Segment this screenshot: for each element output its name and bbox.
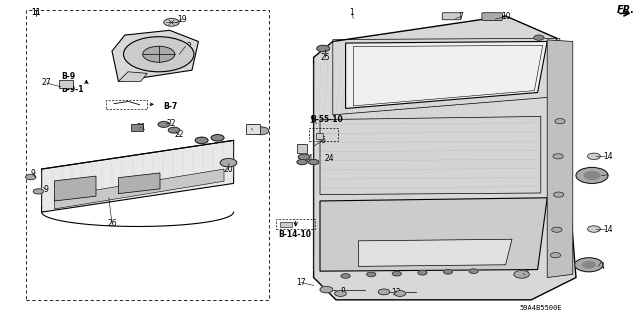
Circle shape xyxy=(308,160,319,165)
Circle shape xyxy=(124,37,194,72)
Circle shape xyxy=(168,127,180,133)
Circle shape xyxy=(514,271,529,278)
Text: 14: 14 xyxy=(603,225,613,234)
Text: 10: 10 xyxy=(500,12,511,21)
Circle shape xyxy=(550,253,561,258)
Bar xyxy=(280,222,292,227)
Circle shape xyxy=(367,272,376,277)
Circle shape xyxy=(33,189,44,194)
Circle shape xyxy=(418,271,427,275)
Text: 11: 11 xyxy=(31,8,40,17)
Circle shape xyxy=(297,160,307,165)
Text: 16: 16 xyxy=(520,271,530,279)
Polygon shape xyxy=(118,72,147,81)
Bar xyxy=(297,144,307,153)
Polygon shape xyxy=(320,116,541,195)
Circle shape xyxy=(378,289,390,295)
Text: 8: 8 xyxy=(340,287,345,296)
Polygon shape xyxy=(112,30,198,81)
Bar xyxy=(276,219,315,229)
Polygon shape xyxy=(42,140,234,212)
Polygon shape xyxy=(118,173,160,194)
Text: 7: 7 xyxy=(458,12,463,21)
Circle shape xyxy=(394,291,406,296)
Text: 5: 5 xyxy=(309,116,314,125)
Text: 59A4B5500E: 59A4B5500E xyxy=(520,305,562,311)
Circle shape xyxy=(392,271,401,276)
Text: 17: 17 xyxy=(296,278,306,287)
Text: 20: 20 xyxy=(223,165,233,174)
Bar xyxy=(246,124,260,134)
Text: 22: 22 xyxy=(166,119,175,128)
Circle shape xyxy=(575,258,603,272)
Text: 27: 27 xyxy=(41,78,51,87)
Circle shape xyxy=(320,286,333,293)
Bar xyxy=(26,10,269,300)
Circle shape xyxy=(143,46,175,62)
Text: 11: 11 xyxy=(31,8,40,17)
Text: B-9: B-9 xyxy=(61,72,75,81)
Text: 9: 9 xyxy=(31,169,36,178)
Text: 19: 19 xyxy=(177,15,188,24)
Text: 9: 9 xyxy=(44,185,49,194)
Polygon shape xyxy=(547,40,573,278)
Circle shape xyxy=(158,122,170,127)
Circle shape xyxy=(576,167,608,183)
Circle shape xyxy=(469,269,478,273)
Circle shape xyxy=(298,154,310,160)
Circle shape xyxy=(534,35,544,40)
Circle shape xyxy=(195,137,208,144)
Text: 3: 3 xyxy=(602,171,607,180)
Polygon shape xyxy=(358,239,512,266)
Text: 4: 4 xyxy=(599,262,604,271)
Polygon shape xyxy=(346,41,547,108)
Circle shape xyxy=(164,19,179,26)
Circle shape xyxy=(26,174,36,180)
Text: 26: 26 xyxy=(107,219,117,228)
Circle shape xyxy=(584,172,600,179)
Text: 13: 13 xyxy=(390,288,401,297)
Text: 21: 21 xyxy=(136,123,145,132)
Circle shape xyxy=(553,154,563,159)
Circle shape xyxy=(211,135,224,141)
Text: 24: 24 xyxy=(303,154,314,163)
Bar xyxy=(59,80,73,88)
Bar xyxy=(106,100,147,109)
Bar xyxy=(309,128,338,141)
Circle shape xyxy=(582,262,595,268)
Polygon shape xyxy=(54,176,96,201)
Polygon shape xyxy=(320,198,547,271)
Circle shape xyxy=(588,153,600,160)
Text: 1: 1 xyxy=(349,8,355,17)
Text: B-55-10: B-55-10 xyxy=(310,115,343,124)
FancyBboxPatch shape xyxy=(482,13,502,20)
Bar xyxy=(131,124,143,131)
Bar xyxy=(316,133,323,139)
Circle shape xyxy=(335,291,346,296)
FancyBboxPatch shape xyxy=(442,13,461,20)
Circle shape xyxy=(588,226,600,232)
Circle shape xyxy=(552,227,562,232)
Text: 24: 24 xyxy=(324,154,335,163)
Text: 2: 2 xyxy=(186,42,191,51)
Text: 15: 15 xyxy=(246,124,257,133)
Circle shape xyxy=(253,127,269,135)
Text: B-7: B-7 xyxy=(163,102,177,111)
Text: 25: 25 xyxy=(320,53,330,62)
Circle shape xyxy=(554,192,564,197)
Circle shape xyxy=(444,270,452,274)
Circle shape xyxy=(317,45,330,52)
Text: FR.: FR. xyxy=(616,5,634,15)
Text: 14: 14 xyxy=(603,152,613,161)
Polygon shape xyxy=(314,16,576,300)
Text: 6: 6 xyxy=(321,136,326,145)
Circle shape xyxy=(555,119,565,124)
Text: B-14-10: B-14-10 xyxy=(278,230,312,239)
Polygon shape xyxy=(54,169,224,209)
Text: B-9-1: B-9-1 xyxy=(61,85,83,94)
Circle shape xyxy=(341,274,350,278)
Text: 22: 22 xyxy=(175,130,184,139)
Circle shape xyxy=(220,159,237,167)
